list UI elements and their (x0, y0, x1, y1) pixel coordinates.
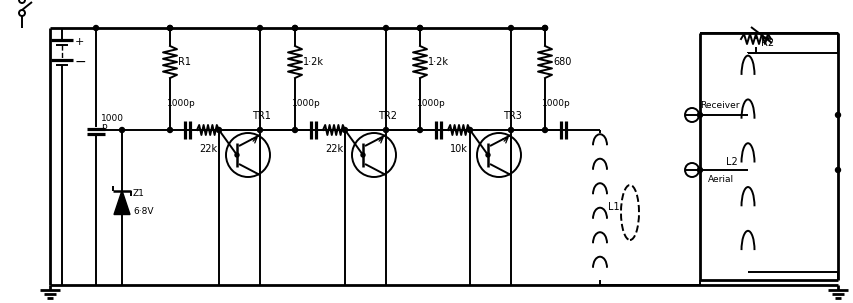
Text: 6·8V: 6·8V (133, 207, 154, 215)
Text: 22k: 22k (325, 144, 343, 154)
Text: TR1: TR1 (252, 111, 270, 121)
Text: 22k: 22k (199, 144, 217, 154)
Circle shape (697, 112, 702, 118)
Polygon shape (113, 191, 130, 215)
Text: 1·2k: 1·2k (303, 57, 323, 67)
Circle shape (834, 112, 839, 118)
Text: L1: L1 (607, 202, 619, 212)
Circle shape (167, 128, 172, 132)
Circle shape (467, 128, 472, 132)
Circle shape (342, 128, 347, 132)
Circle shape (167, 25, 172, 31)
Circle shape (293, 25, 297, 31)
Text: R1: R1 (177, 57, 191, 67)
Circle shape (119, 128, 125, 132)
Circle shape (542, 128, 547, 132)
Text: +: + (75, 37, 84, 47)
Circle shape (293, 25, 297, 31)
Circle shape (697, 168, 702, 172)
Circle shape (258, 128, 262, 132)
Text: 1000: 1000 (101, 114, 124, 123)
Text: 1000p: 1000p (542, 99, 570, 108)
Text: Receiver: Receiver (699, 101, 739, 110)
Circle shape (508, 128, 513, 132)
Circle shape (417, 25, 422, 31)
Circle shape (361, 153, 364, 157)
Circle shape (258, 25, 262, 31)
Text: 1000p: 1000p (167, 99, 195, 108)
Circle shape (542, 25, 547, 31)
Text: R2: R2 (760, 38, 773, 48)
Circle shape (508, 25, 513, 31)
Circle shape (417, 128, 422, 132)
Circle shape (167, 25, 172, 31)
Circle shape (834, 168, 839, 172)
Circle shape (293, 128, 297, 132)
Circle shape (417, 25, 422, 31)
Circle shape (542, 25, 547, 31)
Circle shape (217, 128, 221, 132)
Text: L2: L2 (725, 158, 737, 168)
Circle shape (235, 153, 239, 157)
Text: 1000p: 1000p (416, 99, 445, 108)
Text: 1·2k: 1·2k (427, 57, 449, 67)
Text: 1000p: 1000p (292, 99, 321, 108)
Text: 680: 680 (553, 57, 571, 67)
Text: 10k: 10k (450, 144, 467, 154)
Circle shape (383, 128, 388, 132)
Circle shape (383, 25, 388, 31)
Text: TR2: TR2 (378, 111, 397, 121)
Circle shape (485, 153, 490, 157)
Circle shape (93, 25, 98, 31)
Text: TR3: TR3 (502, 111, 521, 121)
Text: Aerial: Aerial (707, 175, 734, 184)
Text: Z1: Z1 (133, 189, 145, 198)
Text: p: p (101, 122, 107, 131)
Text: −: − (75, 55, 86, 69)
